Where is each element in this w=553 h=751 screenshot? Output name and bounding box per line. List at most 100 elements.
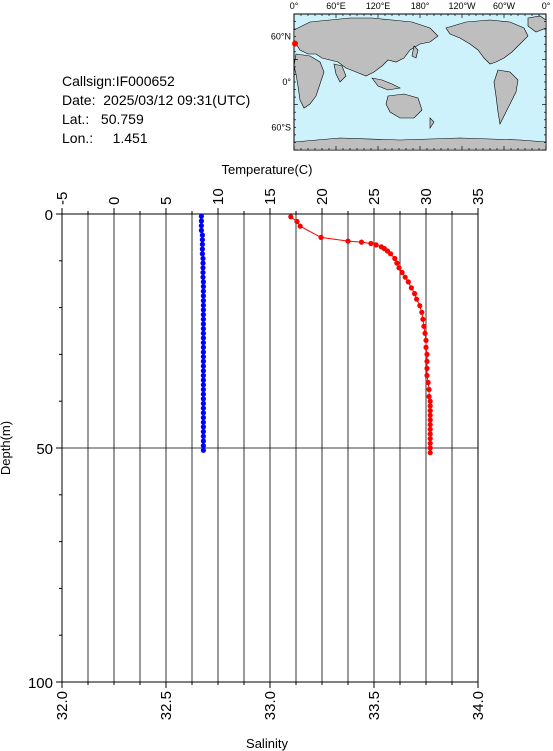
temperature-data-point bbox=[427, 408, 433, 414]
callsign-text: Callsign:IF000652 bbox=[62, 73, 175, 89]
land-japan bbox=[411, 45, 419, 59]
land-new-zealand bbox=[429, 117, 435, 129]
temperature-data-point bbox=[427, 417, 433, 423]
salinity-data-point bbox=[200, 260, 206, 266]
temperature-data-point bbox=[427, 440, 433, 446]
salinity-data-point bbox=[200, 377, 206, 383]
salinity-data-point bbox=[200, 326, 206, 332]
map-top-labels: 0° 60°E 120°E 180° 120°W 60°W 0° bbox=[290, 1, 551, 11]
salinity-data-point bbox=[200, 274, 206, 280]
land-australia bbox=[385, 93, 423, 119]
map-longitude-label: 120°W bbox=[448, 1, 476, 11]
salinity-data-point bbox=[198, 218, 204, 224]
salinity-data-point bbox=[200, 298, 206, 304]
salinity-data-point bbox=[200, 349, 206, 355]
map-latitude-label: 0° bbox=[282, 77, 291, 87]
float-info-block: Callsign:IF000652 Date: 2025/03/12 09:31… bbox=[62, 72, 250, 148]
temperature-data-point bbox=[427, 398, 433, 404]
salinity-data-point bbox=[200, 447, 206, 453]
land-north-america bbox=[445, 19, 529, 65]
temperature-tick-label: 15 bbox=[262, 188, 279, 205]
salinity-data-point bbox=[200, 307, 206, 313]
salinity-data-point bbox=[200, 358, 206, 364]
salinity-data-point bbox=[200, 368, 206, 374]
temperature-data-point bbox=[368, 240, 374, 247]
depth-tick-label: 100 bbox=[28, 675, 53, 692]
temperature-data-point bbox=[426, 393, 432, 400]
map-longitude-label: 60°W bbox=[493, 1, 516, 11]
temperature-data-point bbox=[424, 372, 430, 379]
temperature-data-point bbox=[412, 291, 418, 297]
salinity-tick-label: 33.0 bbox=[262, 691, 279, 720]
salinity-data-point bbox=[200, 391, 206, 397]
temperature-data-point bbox=[427, 445, 433, 451]
salinity-data-point bbox=[200, 288, 206, 294]
chart-grid bbox=[61, 214, 479, 682]
temperature-data-point bbox=[414, 296, 420, 302]
depth-tick-label: 0 bbox=[45, 207, 53, 224]
salinity-data-point bbox=[200, 410, 206, 416]
depth-tick-label: 50 bbox=[36, 441, 53, 458]
temperature-data-point bbox=[427, 426, 433, 432]
temperature-data-point bbox=[427, 436, 433, 442]
temperature-data-point bbox=[427, 403, 433, 409]
temperature-data-point bbox=[373, 242, 379, 248]
temperature-tick-label: -5 bbox=[54, 192, 71, 205]
depth-axis-ticks: 0 50 100 bbox=[28, 207, 62, 692]
salinity-data-point bbox=[198, 227, 204, 233]
temperature-data-point bbox=[424, 365, 430, 371]
temperature-data-point bbox=[426, 386, 432, 393]
temperature-data-point bbox=[394, 260, 400, 266]
land-south-america bbox=[493, 69, 519, 125]
map-latitude-label: 60°S bbox=[271, 122, 291, 132]
temperature-data-point bbox=[427, 412, 433, 418]
temperature-data-point bbox=[345, 238, 351, 244]
salinity-data-point bbox=[200, 419, 206, 425]
salinity-data-point bbox=[200, 372, 206, 379]
salinity-data-point bbox=[200, 316, 206, 322]
temperature-tick-label: 25 bbox=[366, 188, 383, 205]
temperature-axis-title: Temperature(C) bbox=[221, 162, 312, 177]
temperature-data-point bbox=[425, 379, 431, 386]
temperature-data-point bbox=[423, 337, 429, 343]
temperature-data-point bbox=[427, 450, 433, 456]
land-eurasia bbox=[293, 17, 439, 77]
temperature-data-point bbox=[427, 422, 433, 428]
land-greenland bbox=[527, 15, 547, 33]
temperature-tick-label: 5 bbox=[158, 197, 175, 205]
map-longitude-label: 180° bbox=[411, 1, 430, 11]
salinity-tick-label: 32.0 bbox=[54, 691, 71, 720]
salinity-data-point bbox=[199, 251, 205, 257]
temperature-data-point bbox=[396, 265, 402, 271]
salinity-axis-title: Salinity bbox=[246, 736, 288, 751]
temperature-tick-label: 20 bbox=[314, 188, 331, 205]
salinity-data-point bbox=[200, 424, 206, 430]
temperature-data-point bbox=[420, 316, 426, 322]
temperature-data-point bbox=[288, 214, 294, 220]
temperature-tick-label: 0 bbox=[106, 197, 123, 205]
salinity-data-point bbox=[200, 312, 206, 318]
salinity-data-point bbox=[200, 255, 206, 262]
temperature-data-point bbox=[423, 344, 429, 350]
salinity-data-point bbox=[199, 237, 205, 243]
map-left-labels: 60°N 0° 60°S bbox=[271, 32, 292, 133]
salinity-data-point bbox=[200, 279, 206, 285]
salinity-data-point bbox=[200, 400, 206, 407]
salinity-data-point bbox=[200, 354, 206, 360]
salinity-data-point bbox=[199, 246, 205, 252]
temperature-data-point bbox=[417, 303, 423, 309]
salinity-data-point bbox=[200, 330, 206, 336]
temperature-tick-label: 35 bbox=[470, 188, 487, 205]
map-frame-ticks bbox=[293, 13, 547, 151]
temperature-data-point bbox=[422, 330, 428, 336]
temperature-tick-label: 10 bbox=[210, 188, 227, 205]
map-land bbox=[293, 15, 547, 151]
temperature-data-point bbox=[402, 274, 408, 280]
salinity-data-point bbox=[200, 443, 206, 449]
salinity-data-point bbox=[200, 265, 206, 271]
salinity-data-point bbox=[200, 340, 206, 346]
salinity-tick-label: 34.0 bbox=[470, 691, 487, 720]
salinity-data-point bbox=[200, 293, 206, 299]
